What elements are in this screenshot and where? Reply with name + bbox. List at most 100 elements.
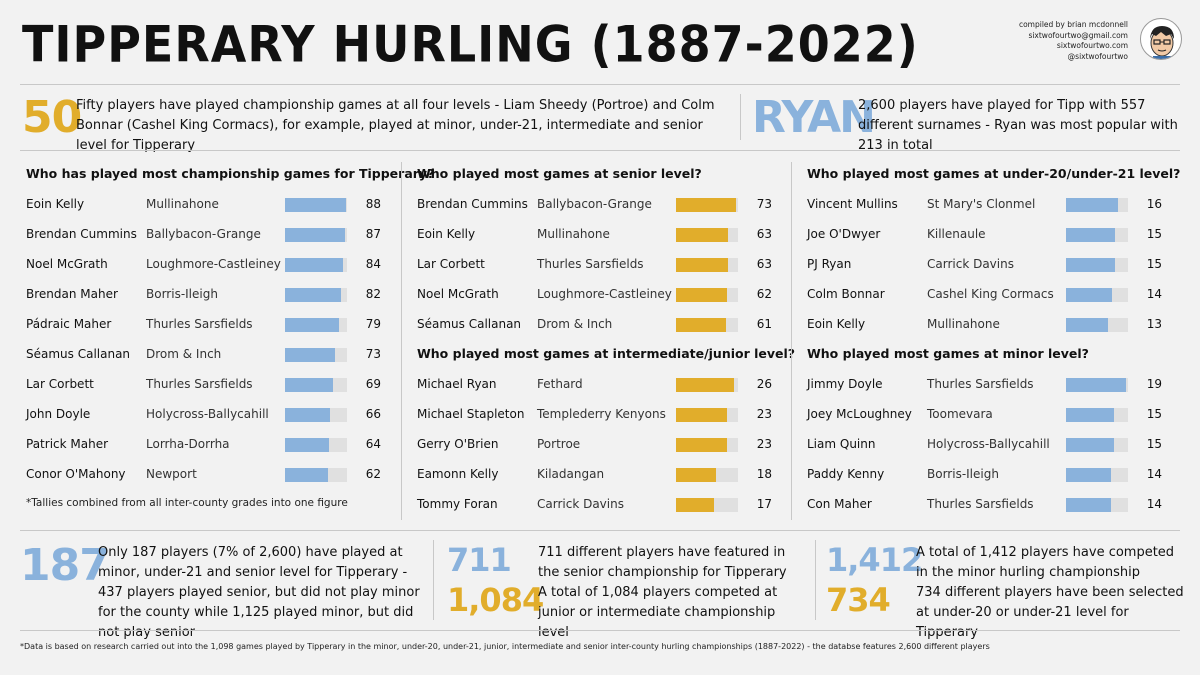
bar-track bbox=[1066, 288, 1128, 302]
bar bbox=[1066, 468, 1111, 482]
bar-track bbox=[1066, 378, 1128, 392]
bar-value-label: 87 bbox=[365, 227, 381, 241]
club-name: Drom & Inch bbox=[537, 317, 613, 331]
divider bbox=[20, 84, 1180, 85]
bar-value-label: 69 bbox=[365, 377, 381, 391]
player-name: Gerry O'Brien bbox=[417, 437, 499, 451]
bar bbox=[285, 288, 341, 302]
club-name: Holycross-Ballycahill bbox=[146, 407, 269, 421]
bar-value-label: 17 bbox=[756, 497, 772, 511]
bar-row: Jimmy Doyle Thurles Sarsfields 19 bbox=[807, 370, 1167, 400]
bar-row: Séamus Callanan Drom & Inch 61 bbox=[417, 310, 777, 340]
bar bbox=[676, 408, 727, 422]
bar-value-label: 66 bbox=[365, 407, 381, 421]
bar-track bbox=[676, 288, 738, 302]
panel-title-under-21: Who played most games at under-20/under-… bbox=[807, 166, 1181, 181]
bar bbox=[285, 468, 328, 482]
bar-row: Lar Corbett Thurles Sarsfields 63 bbox=[417, 250, 777, 280]
bar-value-label: 16 bbox=[1146, 197, 1162, 211]
bar-row: Brendan Cummins Ballybacon-Grange 73 bbox=[417, 190, 777, 220]
club-name: Borris-Ileigh bbox=[146, 287, 218, 301]
bar bbox=[676, 288, 727, 302]
player-name: Noel McGrath bbox=[26, 257, 108, 271]
bar-row: Noel McGrath Loughmore-Castleiney 84 bbox=[26, 250, 386, 280]
footnote-tallies: *Tallies combined from all inter-county … bbox=[26, 497, 348, 509]
divider bbox=[433, 540, 434, 620]
player-name: Brendan Cummins bbox=[26, 227, 137, 241]
bar-row: Tommy Foran Carrick Davins 17 bbox=[417, 490, 777, 520]
bar-track bbox=[285, 318, 347, 332]
player-name: Michael Stapleton bbox=[417, 407, 525, 421]
bar-track bbox=[285, 288, 347, 302]
credit-email: sixtwofourtwo@gmail.com bbox=[1028, 30, 1128, 40]
credit-line: compiled by brian mcdonnell bbox=[1018, 20, 1128, 29]
club-name: Holycross-Ballycahill bbox=[927, 437, 1050, 451]
stat-187-number: 187 bbox=[20, 540, 110, 591]
bar bbox=[285, 258, 343, 272]
bar-row: Pádraic Maher Thurles Sarsfields 79 bbox=[26, 310, 386, 340]
bar bbox=[1066, 258, 1115, 272]
bar-track bbox=[1066, 198, 1128, 212]
bar-track bbox=[1066, 438, 1128, 452]
player-name: Eoin Kelly bbox=[807, 317, 866, 331]
stat-50-number: 50 bbox=[22, 92, 82, 143]
bar-track bbox=[285, 258, 347, 272]
player-name: Colm Bonnar bbox=[807, 287, 885, 301]
divider bbox=[791, 162, 792, 520]
player-name: Séamus Callanan bbox=[26, 347, 131, 361]
club-name: Loughmore-Castleiney bbox=[146, 257, 281, 271]
club-name: Thurles Sarsfields bbox=[537, 257, 644, 271]
bar bbox=[676, 318, 726, 332]
bar-row: Michael Stapleton Templederry Kenyons 23 bbox=[417, 400, 777, 430]
bar-row: John Doyle Holycross-Ballycahill 66 bbox=[26, 400, 386, 430]
club-name: Mullinahone bbox=[537, 227, 610, 241]
bar-row: Eoin Kelly Mullinahone 13 bbox=[807, 310, 1167, 340]
bar bbox=[285, 378, 333, 392]
bar-value-label: 88 bbox=[365, 197, 381, 211]
club-name: Killenaule bbox=[927, 227, 986, 241]
bar-row: Joey McLoughney Toomevara 15 bbox=[807, 400, 1167, 430]
player-name: Joey McLoughney bbox=[807, 407, 912, 421]
bar-value-label: 23 bbox=[756, 437, 772, 451]
bar-value-label: 62 bbox=[756, 287, 772, 301]
bar-row: Joe O'Dwyer Killenaule 15 bbox=[807, 220, 1167, 250]
bar bbox=[285, 438, 329, 452]
bar-row: Brendan Maher Borris-Ileigh 82 bbox=[26, 280, 386, 310]
bar bbox=[676, 378, 734, 392]
bar-value-label: 63 bbox=[756, 227, 772, 241]
bar bbox=[285, 318, 339, 332]
bar-track bbox=[285, 228, 347, 242]
stat-1084-text: A total of 1,084 players competed at jun… bbox=[538, 585, 778, 640]
bar-value-label: 84 bbox=[365, 257, 381, 271]
bar-track bbox=[1066, 468, 1128, 482]
bar-row: Eoin Kelly Mullinahone 63 bbox=[417, 220, 777, 250]
bar-track bbox=[676, 408, 738, 422]
bar-track bbox=[676, 378, 738, 392]
divider bbox=[20, 150, 1180, 151]
club-name: Thurles Sarsfields bbox=[146, 317, 253, 331]
bar-track bbox=[285, 348, 347, 362]
divider bbox=[20, 530, 1180, 531]
cartoon-face-icon bbox=[1150, 26, 1174, 59]
player-name: Joe O'Dwyer bbox=[807, 227, 881, 241]
club-name: Ballybacon-Grange bbox=[146, 227, 261, 241]
bar-row: Séamus Callanan Drom & Inch 73 bbox=[26, 340, 386, 370]
bar-track bbox=[676, 198, 738, 212]
bar bbox=[676, 228, 728, 242]
player-name: Liam Quinn bbox=[807, 437, 876, 451]
bar bbox=[1066, 438, 1114, 452]
club-name: Borris-Ileigh bbox=[927, 467, 999, 481]
stat-ryan-text: 2,600 players have played for Tipp with … bbox=[858, 98, 1178, 153]
bar-track bbox=[676, 498, 738, 512]
club-name: Carrick Davins bbox=[537, 497, 624, 511]
player-name: Con Maher bbox=[807, 497, 872, 511]
bar-value-label: 15 bbox=[1146, 407, 1162, 421]
bar-row: Noel McGrath Loughmore-Castleiney 62 bbox=[417, 280, 777, 310]
player-name: Eoin Kelly bbox=[417, 227, 476, 241]
club-name: Thurles Sarsfields bbox=[927, 497, 1034, 511]
bar-value-label: 26 bbox=[756, 377, 772, 391]
bar-track bbox=[676, 318, 738, 332]
bar-value-label: 73 bbox=[756, 197, 772, 211]
club-name: Templederry Kenyons bbox=[537, 407, 666, 421]
bar bbox=[1066, 198, 1118, 212]
